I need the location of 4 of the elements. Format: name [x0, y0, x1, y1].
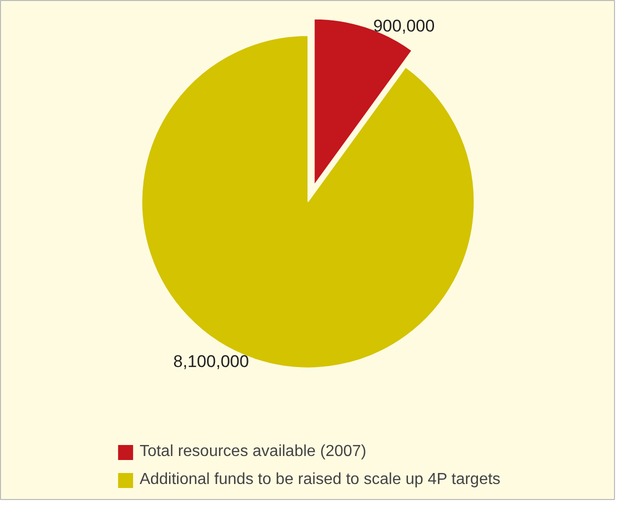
data-label: 8,100,000	[173, 352, 249, 372]
legend-label: Additional funds to be raised to scale up 4P targets	[140, 471, 500, 489]
legend-label: Total resources available (2007)	[140, 443, 366, 461]
data-label: 900,000	[373, 16, 435, 36]
